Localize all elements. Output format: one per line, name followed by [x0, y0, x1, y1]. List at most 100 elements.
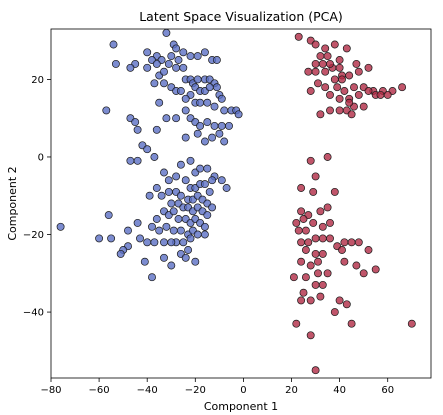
data-point-cluster-2: [311, 40, 320, 49]
data-point-cluster-2: [354, 90, 363, 99]
data-point-cluster-2: [306, 331, 315, 340]
data-point-cluster-2: [340, 238, 349, 247]
data-point-cluster-1: [95, 234, 104, 243]
data-point-cluster-1: [140, 257, 149, 266]
data-point-cluster-1: [186, 156, 195, 165]
data-point-cluster-1: [109, 40, 118, 49]
data-point-cluster-2: [338, 75, 346, 84]
data-point-cluster-2: [335, 56, 344, 64]
data-point-cluster-2: [364, 63, 373, 72]
data-point-cluster-2: [347, 110, 356, 119]
data-point-cluster-1: [124, 226, 132, 235]
data-point-cluster-2: [311, 280, 320, 289]
data-point-cluster-2: [294, 226, 303, 235]
data-point-cluster-1: [160, 238, 168, 247]
data-point-cluster-1: [193, 129, 202, 138]
data-point-cluster-1: [200, 222, 209, 231]
data-point-cluster-1: [150, 153, 159, 161]
data-point-cluster-2: [301, 246, 310, 254]
data-point-cluster-2: [318, 280, 327, 289]
data-point-cluster-1: [176, 226, 185, 235]
y-tick-label: −20: [23, 230, 44, 241]
data-point-cluster-1: [133, 125, 142, 134]
data-point-cluster-2: [326, 234, 334, 243]
plot-area-frame: [50, 28, 432, 379]
data-point-cluster-2: [330, 187, 339, 196]
data-point-cluster-2: [352, 59, 361, 68]
data-point-cluster-1: [176, 160, 185, 169]
data-point-cluster-1: [225, 121, 233, 130]
data-point-cluster-1: [205, 187, 214, 196]
data-point-cluster-1: [222, 184, 231, 192]
data-point-cluster-2: [340, 87, 349, 95]
data-point-cluster-2: [354, 67, 363, 76]
data-point-cluster-1: [160, 168, 168, 177]
data-point-cluster-1: [162, 222, 171, 231]
data-point-cluster-2: [321, 83, 330, 92]
data-point-cluster-1: [196, 121, 205, 130]
data-point-cluster-1: [155, 98, 164, 107]
x-tick-label: 60: [381, 385, 394, 396]
data-point-cluster-1: [131, 118, 140, 127]
data-point-cluster-2: [335, 94, 344, 103]
data-point-cluster-1: [210, 102, 219, 111]
data-point-cluster-2: [323, 153, 332, 161]
data-point-cluster-1: [172, 44, 181, 53]
data-point-cluster-2: [347, 238, 356, 247]
data-point-cluster-1: [200, 48, 209, 57]
data-point-cluster-2: [345, 98, 354, 107]
data-point-cluster-2: [311, 172, 320, 181]
x-axis-label: Component 1: [204, 400, 278, 413]
data-point-cluster-1: [215, 129, 224, 138]
data-point-cluster-1: [203, 118, 212, 127]
data-point-cluster-1: [152, 125, 161, 134]
y-tick-label: 0: [38, 152, 44, 163]
data-point-cluster-1: [172, 63, 181, 72]
data-point-cluster-1: [208, 133, 217, 142]
data-point-cluster-2: [292, 218, 301, 227]
data-point-cluster-1: [169, 226, 178, 235]
data-point-cluster-1: [152, 215, 161, 223]
y-tick-label: 20: [31, 75, 44, 86]
y-tick-label: −40: [23, 308, 44, 319]
data-point-cluster-2: [359, 269, 368, 278]
data-point-cluster-2: [352, 261, 361, 270]
data-point-cluster-2: [323, 203, 332, 212]
data-point-cluster-1: [162, 28, 171, 37]
x-tick-label: −40: [137, 385, 158, 396]
data-point-cluster-1: [160, 253, 168, 262]
data-points: [56, 28, 416, 375]
data-point-cluster-1: [217, 94, 226, 103]
x-tick-label: 20: [285, 385, 298, 396]
data-point-cluster-2: [340, 257, 349, 266]
data-point-cluster-1: [184, 246, 193, 254]
data-point-cluster-1: [196, 164, 205, 173]
data-point-cluster-1: [203, 164, 212, 173]
data-point-cluster-1: [203, 211, 212, 220]
data-point-cluster-2: [289, 273, 298, 282]
data-point-cluster-1: [200, 180, 209, 189]
data-point-cluster-1: [179, 48, 188, 57]
data-point-cluster-1: [145, 191, 154, 200]
data-point-cluster-1: [167, 238, 176, 247]
data-point-cluster-1: [111, 59, 120, 68]
data-point-cluster-1: [157, 191, 166, 200]
data-point-cluster-2: [316, 110, 325, 119]
data-point-cluster-2: [398, 83, 407, 92]
data-point-cluster-2: [335, 63, 344, 72]
data-point-cluster-2: [316, 292, 325, 301]
data-point-cluster-1: [150, 238, 159, 247]
data-point-cluster-1: [186, 234, 195, 243]
data-point-cluster-2: [326, 106, 334, 115]
data-point-cluster-2: [318, 59, 327, 68]
data-point-cluster-2: [330, 308, 339, 317]
data-point-cluster-2: [326, 218, 334, 227]
x-tick-label: 0: [240, 385, 246, 396]
data-point-cluster-1: [107, 234, 116, 243]
data-point-cluster-1: [179, 238, 188, 247]
data-point-cluster-2: [306, 156, 315, 165]
data-point-cluster-1: [200, 230, 209, 239]
data-point-cluster-2: [306, 87, 315, 95]
data-point-cluster-1: [102, 106, 111, 115]
